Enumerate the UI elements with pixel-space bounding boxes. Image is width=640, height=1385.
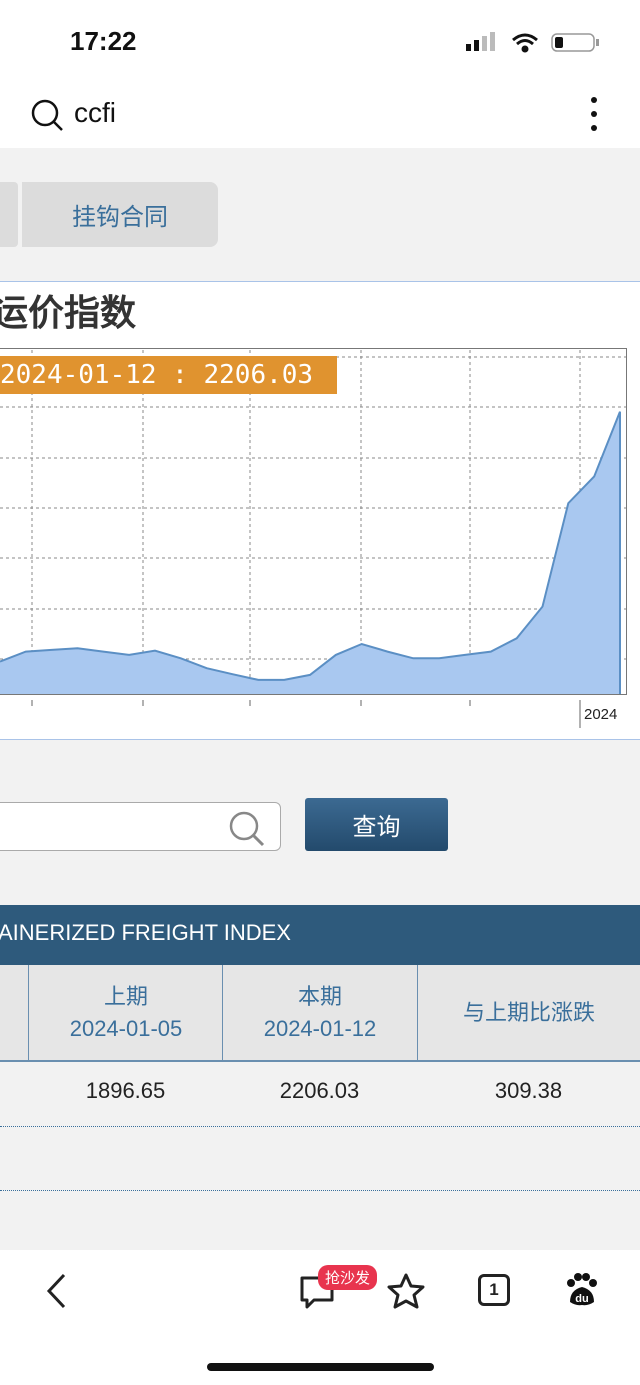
area-fill [0,411,620,694]
comment-badge: 抢沙发 [318,1265,378,1290]
header-previous: 上期 2024-01-05 [28,965,223,1060]
star-icon[interactable] [386,1272,426,1310]
battery-icon [551,33,599,52]
header-label: 本期 [297,983,342,1009]
search-query[interactable]: ccfi [74,97,116,128]
header-label: 与上期比涨跌 [462,999,595,1025]
section-title: 运价指数 [0,293,137,334]
query-button[interactable]: 查询 [305,798,448,851]
divider [0,281,640,282]
row-divider [0,1126,640,1127]
signal-icon [466,32,495,51]
tabs-button[interactable]: 1 [478,1274,510,1306]
search-input[interactable] [0,802,281,851]
row-divider [0,1190,640,1191]
wifi-icon [512,33,538,53]
header-change: 与上期比涨跌 [417,965,640,1060]
cell-previous: 1896.65 [85,1078,166,1103]
bottom-nav: 抢沙发 1 du [0,1250,640,1385]
baidu-paw-icon[interactable]: du [564,1272,600,1308]
back-icon[interactable] [44,1272,68,1310]
tab-previous[interactable] [0,182,18,247]
more-vertical-icon[interactable] [588,96,600,132]
clock: 17:22 [70,26,137,56]
cell-change: 309.38 [494,1078,563,1103]
header-label: 上期 [103,983,148,1009]
status-bar: 17:22 [0,0,640,80]
table-title: AINERIZED FREIGHT INDEX [0,905,640,965]
freight-index-chart [0,350,626,728]
divider [0,739,640,740]
table-title-text: AINERIZED FREIGHT INDEX [0,920,291,945]
table-header: 上期 2024-01-05 本期 2024-01-12 与上期比涨跌 [0,965,640,1062]
search-icon [31,99,63,131]
tab-linked-contract[interactable]: 挂钩合同 [22,182,218,247]
x-tick-label: 2024 [584,706,618,723]
magnifier-icon [229,811,265,847]
header-date: 2024-01-12 [263,1015,377,1041]
header-current: 本期 2024-01-12 [222,965,417,1060]
cell-current: 2206.03 [279,1078,360,1103]
header-date: 2024-01-05 [69,1015,183,1041]
search-bar[interactable]: ccfi [0,80,640,148]
svg-text:du: du [575,1293,588,1305]
chart-tooltip: 2024-01-12 : 2206.03 [0,356,337,394]
status-icons [466,32,599,53]
home-indicator[interactable] [207,1363,434,1371]
